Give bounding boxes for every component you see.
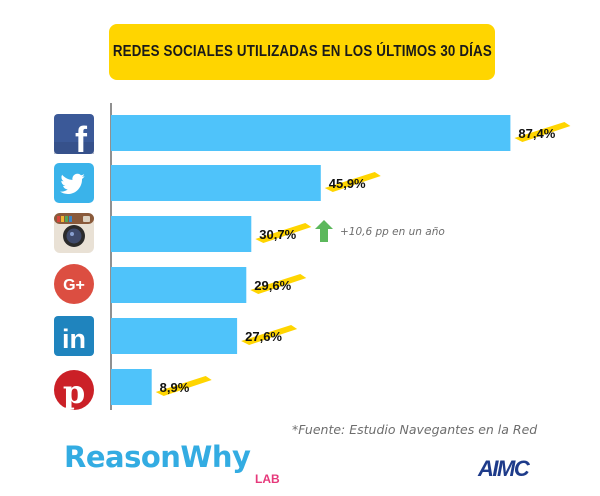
label-highlight — [255, 223, 312, 243]
bar-twitter — [111, 165, 321, 201]
bar-value-label: 45,9% — [329, 176, 366, 191]
instagram-growth-annotation: +10,6 pp en un año — [315, 220, 445, 242]
svg-text:in: in — [62, 324, 86, 354]
annotation-text: +10,6 pp en un año — [340, 226, 445, 238]
source-note: *Fuente: Estudio Navegantes en la Red — [292, 422, 538, 437]
bar-value-label: 87,4% — [518, 126, 555, 141]
reasonwhy-logo: ReasonWhy — [64, 440, 251, 474]
bars-group: 87,4% 45,9% 30,7% 29,6% 27,6% 8,9% — [111, 115, 571, 405]
bar-linkedin — [111, 318, 238, 354]
linkedin-icon: in — [54, 316, 94, 356]
chart-title: REDES SOCIALES UTILIZADAS EN LOS ÚLTIMOS… — [112, 43, 492, 60]
pinterest-icon: p — [54, 370, 94, 411]
brand-sub-label: LAB — [255, 472, 280, 486]
bar-google — [111, 267, 247, 303]
aimc-logo: AIMC — [478, 456, 530, 481]
label-highlight — [250, 274, 307, 294]
up-arrow-icon — [315, 220, 333, 242]
label-highlight — [241, 325, 298, 345]
bar-pinterest — [111, 369, 152, 405]
google-plus-icon: G+ — [54, 264, 94, 304]
bar-instagram — [111, 216, 252, 252]
icons-group: f G+ in — [54, 114, 94, 411]
facebook-icon: f — [54, 114, 94, 160]
bar-facebook — [111, 115, 511, 151]
instagram-icon — [54, 213, 94, 253]
bar-value-label: 29,6% — [254, 278, 291, 293]
bar-value-label: 27,6% — [245, 329, 282, 344]
svg-text:f: f — [75, 119, 88, 160]
svg-text:G+: G+ — [63, 277, 85, 294]
brand-name: ReasonWhy — [64, 440, 251, 474]
bar-value-label: 8,9% — [160, 380, 190, 395]
label-highlight — [155, 376, 212, 396]
bar-value-label: 30,7% — [259, 227, 296, 242]
svg-text:p: p — [63, 373, 85, 411]
label-highlight — [514, 122, 571, 142]
twitter-icon — [54, 163, 94, 203]
chart-title-box: REDES SOCIALES UTILIZADAS EN LOS ÚLTIMOS… — [109, 24, 495, 80]
label-highlight — [324, 172, 381, 192]
